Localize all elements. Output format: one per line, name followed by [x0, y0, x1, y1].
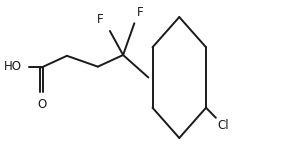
Text: F: F: [137, 6, 144, 19]
Text: HO: HO: [3, 60, 21, 73]
Text: O: O: [37, 98, 46, 111]
Text: Cl: Cl: [217, 119, 229, 132]
Text: F: F: [97, 13, 104, 26]
